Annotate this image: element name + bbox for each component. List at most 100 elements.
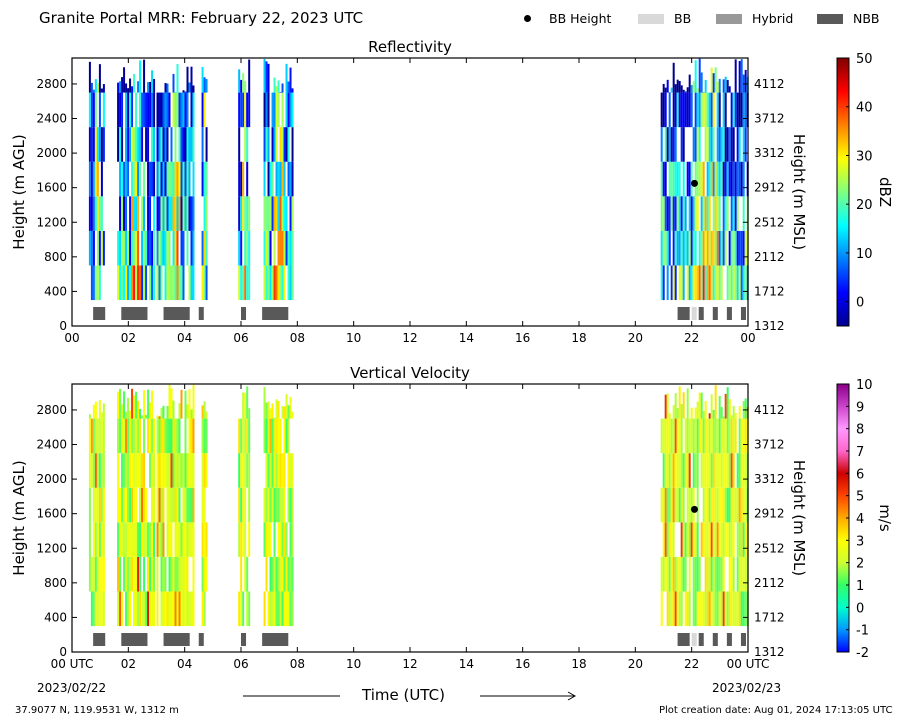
heatmap-cell <box>664 127 667 162</box>
heatmap-cell <box>98 265 101 301</box>
heatmap-cell <box>744 230 747 266</box>
heatmap-cell <box>131 230 134 266</box>
heatmap-cell <box>686 591 689 627</box>
heatmap-cell <box>738 92 741 128</box>
heatmap-cell <box>265 61 268 93</box>
heatmap-cell <box>730 92 733 128</box>
heatmap-cell <box>285 196 288 231</box>
heatmap-cell <box>151 92 154 128</box>
heatmap-cell <box>151 390 154 419</box>
heatmap-cell <box>244 196 247 231</box>
heatmap-cell <box>660 230 663 266</box>
heatmap-cell <box>690 265 693 301</box>
heatmap-cell <box>117 487 120 523</box>
heatmap-cell <box>98 92 101 128</box>
heatmap-cell <box>660 161 663 197</box>
heatmap-cell <box>712 265 715 301</box>
heatmap-cell <box>712 556 715 592</box>
heatmap-cell <box>267 591 270 627</box>
heatmap-cell <box>694 60 697 93</box>
heatmap-cell <box>277 80 280 93</box>
heatmap-cell <box>690 161 693 197</box>
heatmap-cell <box>133 196 136 231</box>
heatmap-cell <box>96 522 99 557</box>
heatmap-cell <box>680 127 683 162</box>
heatmap-cell <box>205 161 208 197</box>
heatmap-cell <box>98 522 101 557</box>
heatmap-cell <box>141 230 144 266</box>
heatmap-cell <box>172 418 175 454</box>
heatmap-cell <box>238 591 241 627</box>
heatmap-cell <box>680 591 683 627</box>
heatmap-cell <box>131 453 134 488</box>
heatmap-cell <box>718 556 721 592</box>
heatmap-cell <box>706 127 709 162</box>
heatmap-cell <box>186 556 189 592</box>
heatmap-cell <box>238 418 241 454</box>
heatmap-cell <box>275 591 278 627</box>
heatmap-cell <box>141 453 144 488</box>
colorbar-label: dBZ <box>876 177 894 207</box>
heatmap-cell <box>281 92 284 128</box>
heatmap-cell <box>135 556 138 592</box>
heatmap-cell <box>712 487 715 523</box>
heatmap-cell <box>184 91 187 93</box>
heatmap-cell <box>710 591 713 627</box>
heatmap-cell <box>96 83 99 93</box>
heatmap-cell <box>738 453 741 488</box>
heatmap-cell <box>730 591 733 627</box>
heatmap-cell <box>166 196 169 231</box>
heatmap-cell <box>94 79 97 93</box>
heatmap-cell <box>248 487 251 523</box>
heatmap-cell <box>168 230 171 266</box>
heatmap-cell <box>672 230 675 266</box>
colorbar-tick-label: 0 <box>856 296 864 311</box>
heatmap-cell <box>267 92 270 128</box>
heatmap-cell <box>100 453 103 488</box>
heatmap-cell <box>180 92 183 128</box>
heatmap-cell <box>125 591 128 627</box>
heatmap-cell <box>178 453 181 488</box>
heatmap-cell <box>166 487 169 523</box>
heatmap-cell <box>664 87 667 93</box>
heatmap-cell <box>718 230 721 266</box>
heatmap-cell <box>710 230 713 266</box>
heatmap-cell <box>242 418 245 454</box>
heatmap-cell <box>708 522 711 557</box>
heatmap-cell <box>682 453 685 488</box>
heatmap-cell <box>716 196 719 231</box>
station-location: 37.9077 N, 119.9531 W, 1312 m <box>15 705 179 716</box>
heatmap-cell <box>712 92 715 128</box>
heatmap-cell <box>666 453 669 488</box>
heatmap-cell <box>706 161 709 197</box>
heatmap-cell <box>289 453 292 488</box>
heatmap-cell <box>281 522 284 557</box>
heatmap-cell <box>180 161 183 197</box>
heatmap-cell <box>289 196 292 231</box>
heatmap-cell <box>660 92 663 128</box>
heatmap-cell <box>277 230 280 266</box>
heatmap-cell <box>692 81 695 93</box>
heatmap-cell <box>287 453 290 488</box>
heatmap-cell <box>117 82 120 93</box>
heatmap-cell <box>238 127 241 162</box>
heatmap-cell <box>726 161 729 197</box>
heatmap-cell <box>244 392 247 419</box>
heatmap-cell <box>291 230 294 266</box>
heatmap-cell <box>88 453 91 488</box>
heatmap-cell <box>704 591 707 627</box>
heatmap-cell <box>149 265 152 301</box>
heatmap-cell <box>660 591 663 627</box>
heatmap-cell <box>720 265 723 301</box>
heatmap-cell <box>263 196 266 231</box>
heatmap-cell <box>674 591 677 627</box>
heatmap-cell <box>682 161 685 197</box>
heatmap-cell <box>730 522 733 557</box>
bright-band-flag <box>93 633 106 646</box>
heatmap-cell <box>147 161 150 197</box>
heatmap-cell <box>742 196 745 231</box>
heatmap-cell <box>94 556 97 592</box>
heatmap-cell <box>135 522 138 557</box>
heatmap-cell <box>267 522 270 557</box>
